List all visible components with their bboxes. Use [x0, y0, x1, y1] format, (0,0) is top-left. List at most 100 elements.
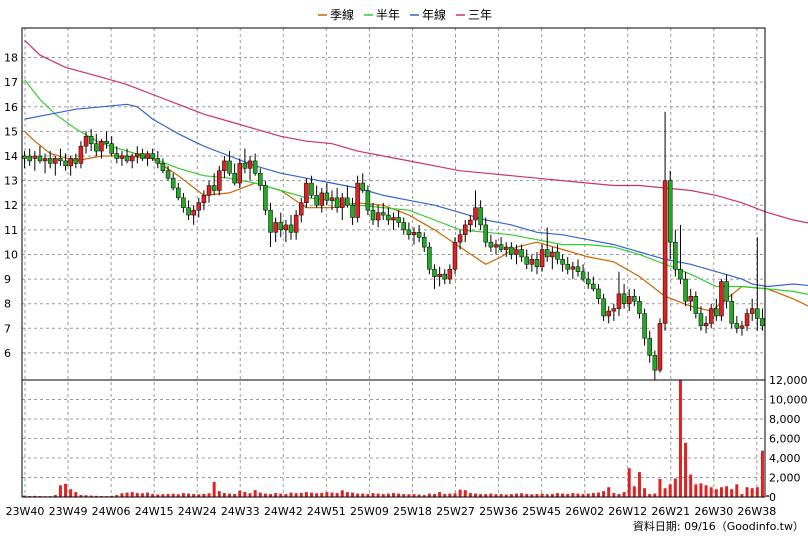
- volume-bar: [110, 495, 114, 497]
- x-tick-label: 26W12: [608, 505, 647, 518]
- volume-bar: [473, 493, 477, 497]
- volume-tick-label: 0: [769, 491, 776, 504]
- candlesticks: [22, 111, 765, 380]
- candle-body: [293, 214, 299, 233]
- candle-body: [550, 251, 555, 258]
- candle-body: [355, 182, 360, 218]
- volume-bar: [602, 491, 606, 497]
- price-tick-label: 11: [4, 224, 18, 237]
- candle-body: [53, 158, 58, 164]
- volume-bar: [366, 494, 370, 497]
- price-tick-label: 10: [4, 248, 18, 261]
- candle-body: [94, 143, 99, 152]
- x-tick-label: 24W42: [264, 505, 303, 518]
- candle-body: [755, 308, 760, 319]
- candle-body: [237, 163, 243, 184]
- volume-bar: [637, 472, 641, 497]
- candle-body: [170, 177, 176, 189]
- candle-body: [411, 232, 417, 236]
- volume-bar: [627, 468, 631, 497]
- volume-bar: [310, 492, 314, 497]
- volume-bar: [673, 478, 677, 497]
- candle-body: [140, 153, 145, 159]
- volume-bar: [704, 485, 708, 497]
- candle-body: [519, 249, 524, 258]
- volume-tick-label: 6,000: [769, 433, 801, 446]
- candle-body: [739, 325, 745, 329]
- price-tick-label: 18: [4, 52, 18, 65]
- volume-bar: [561, 493, 565, 497]
- legend-label-year: 年線: [422, 7, 446, 22]
- volume-bar: [617, 494, 621, 497]
- candle-body: [626, 296, 632, 304]
- volume-bar: [202, 493, 206, 497]
- candle-body: [514, 249, 519, 255]
- volume-bar: [750, 488, 754, 497]
- volume-bars: [23, 380, 770, 497]
- candle-body: [365, 190, 371, 211]
- candle-body: [104, 140, 109, 144]
- candle-body: [473, 207, 478, 221]
- candle-body: [37, 155, 43, 162]
- volume-bar: [540, 493, 544, 497]
- candle-body: [744, 313, 750, 327]
- candle-body: [606, 310, 611, 317]
- candle-body: [416, 232, 422, 238]
- candle-body: [560, 259, 565, 265]
- volume-bar: [458, 489, 462, 497]
- candle-body: [345, 197, 350, 206]
- volume-bar: [407, 494, 411, 497]
- candle-body: [73, 158, 79, 164]
- volume-bar: [653, 493, 657, 497]
- candle-body: [217, 170, 222, 191]
- volume-bar: [571, 493, 575, 497]
- axes: 6 7 8 9 10 11 12 13 14 15 16 17 18 0 2,000 4,000 6,000 8,…: [4, 27, 808, 518]
- volume-bar: [130, 492, 134, 497]
- volume-bar: [535, 494, 539, 497]
- volume-bar: [525, 494, 529, 497]
- candle-body: [580, 271, 586, 280]
- x-tick-label: 25W18: [393, 505, 432, 518]
- volume-bar: [735, 484, 739, 497]
- volume-bar: [289, 492, 293, 497]
- candle-body: [232, 172, 237, 184]
- x-tick-label: 25W36: [479, 505, 518, 518]
- volume-bar: [663, 488, 667, 497]
- volume-bar: [596, 492, 600, 497]
- candle-body: [570, 266, 576, 270]
- candle-body: [498, 244, 504, 250]
- volume-bar: [479, 494, 483, 497]
- candle-body: [375, 212, 381, 221]
- candle-body: [334, 197, 340, 208]
- candle-body: [596, 288, 601, 300]
- candle-body: [329, 197, 335, 201]
- volume-bar: [207, 493, 211, 497]
- candle-body: [150, 153, 155, 159]
- volume-bar: [530, 494, 534, 497]
- candle-body: [114, 153, 120, 159]
- candle-body: [42, 158, 48, 162]
- candle-body: [119, 155, 125, 159]
- candle-body: [186, 207, 191, 216]
- volume-bar: [550, 494, 554, 497]
- volume-bar: [94, 495, 98, 497]
- candle-body: [191, 209, 196, 216]
- volume-bar: [361, 493, 365, 497]
- volume-bar: [74, 492, 78, 497]
- legend-label-halfyear: 半年: [376, 8, 400, 22]
- candle-body: [693, 296, 699, 314]
- x-tick-label: 25W45: [522, 505, 561, 518]
- volume-bar: [33, 495, 37, 497]
- candle-body: [688, 296, 693, 302]
- candle-body: [667, 180, 673, 243]
- volume-bar: [443, 494, 447, 497]
- grid: [22, 28, 765, 497]
- legend: 季線 半年 年線 三年: [318, 7, 492, 22]
- volume-bar: [699, 483, 703, 497]
- candle-body: [222, 160, 227, 172]
- candle-body: [176, 187, 181, 199]
- volume-bar: [330, 492, 334, 497]
- candle-body: [32, 155, 38, 159]
- volume-bar: [197, 494, 201, 497]
- candle-body: [509, 246, 514, 255]
